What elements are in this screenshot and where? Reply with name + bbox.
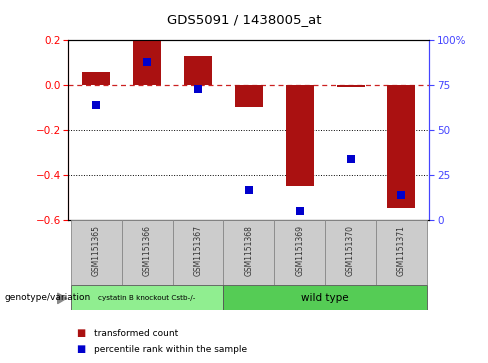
Point — [143, 60, 151, 65]
Polygon shape — [58, 293, 66, 303]
Bar — [184, 56, 212, 85]
Text: transformed count: transformed count — [94, 329, 179, 338]
Bar — [224, 285, 427, 310]
Point — [92, 102, 100, 108]
Bar — [122, 220, 173, 285]
Text: GSM1151365: GSM1151365 — [92, 225, 101, 277]
Text: GSM1151371: GSM1151371 — [397, 225, 406, 276]
Point — [245, 188, 253, 193]
Bar — [224, 220, 274, 285]
Bar — [173, 220, 224, 285]
Bar — [71, 220, 122, 285]
Text: ■: ■ — [76, 328, 85, 338]
Text: GSM1151367: GSM1151367 — [194, 225, 203, 277]
Bar — [274, 220, 325, 285]
Bar — [235, 85, 263, 107]
Bar — [286, 85, 314, 186]
Bar — [82, 73, 110, 85]
Text: GSM1151370: GSM1151370 — [346, 225, 355, 277]
Text: GDS5091 / 1438005_at: GDS5091 / 1438005_at — [167, 13, 321, 26]
Text: percentile rank within the sample: percentile rank within the sample — [94, 345, 247, 354]
Text: ■: ■ — [76, 344, 85, 354]
Text: GSM1151369: GSM1151369 — [295, 225, 304, 277]
Bar — [376, 220, 427, 285]
Text: GSM1151368: GSM1151368 — [244, 225, 253, 276]
Point — [296, 208, 304, 213]
Bar — [325, 220, 376, 285]
Text: genotype/variation: genotype/variation — [5, 293, 91, 302]
Text: GSM1151366: GSM1151366 — [142, 225, 152, 277]
Bar — [337, 85, 365, 87]
Bar — [71, 285, 224, 310]
Bar — [133, 40, 161, 85]
Point — [194, 86, 202, 92]
Text: wild type: wild type — [302, 293, 349, 303]
Bar — [387, 85, 415, 208]
Point — [346, 156, 354, 162]
Text: cystatin B knockout Cstb-/-: cystatin B knockout Cstb-/- — [99, 295, 196, 301]
Point — [398, 192, 406, 198]
